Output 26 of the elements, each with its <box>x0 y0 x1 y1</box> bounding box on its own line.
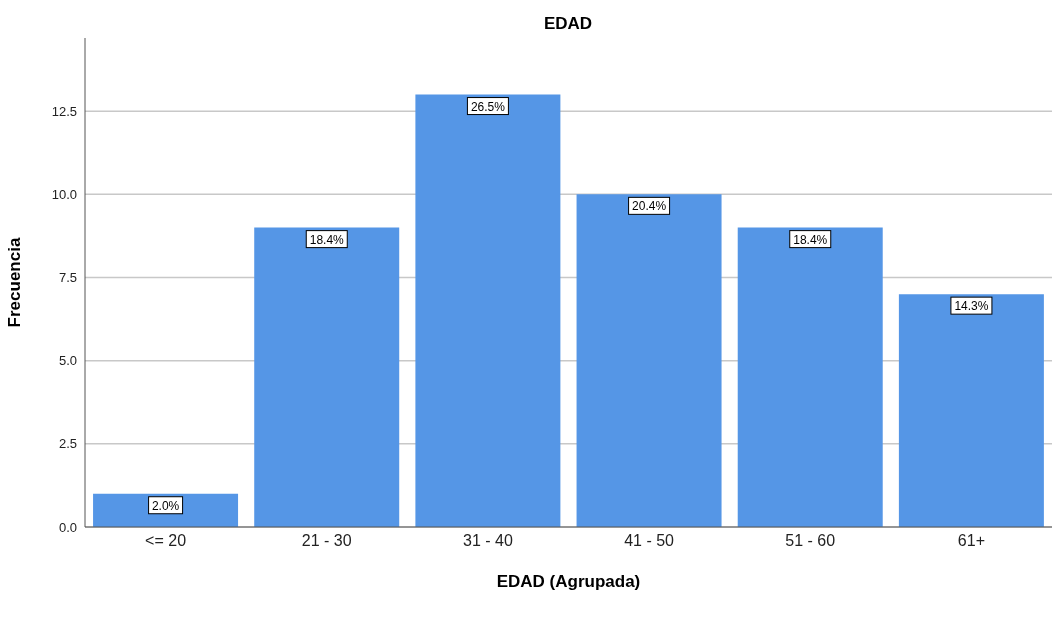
y-tick-label: 10.0 <box>51 186 77 202</box>
bar <box>737 227 883 527</box>
bar <box>898 294 1044 527</box>
y-tick-label: 5.0 <box>58 353 77 369</box>
x-axis-title: EDAD (Agrupada) <box>496 572 641 591</box>
x-tick-label: 41 - 50 <box>624 532 675 550</box>
y-tick-label: 12.5 <box>51 103 77 119</box>
y-axis-title: Frecuencia <box>5 237 25 328</box>
y-tick-label: 2.5 <box>58 436 77 452</box>
annotation: 14.3% <box>954 299 989 314</box>
annotation: 18.4% <box>309 232 345 247</box>
x-tick-label: <= 20 <box>145 532 187 550</box>
bar <box>415 94 561 527</box>
x-tick-label: 61+ <box>957 532 985 550</box>
bar <box>576 194 722 527</box>
x-tick-label: 31 - 40 <box>463 532 513 550</box>
x-tick-label: 21 - 30 <box>301 532 352 550</box>
annotation: 20.4% <box>632 199 667 214</box>
chart-title: EDAD <box>542 14 594 34</box>
annotation: 2.0% <box>151 498 180 513</box>
y-tick-label: 0.0 <box>58 519 77 535</box>
y-tick-label: 7.5 <box>58 270 77 286</box>
annotation: 18.4% <box>793 232 828 247</box>
annotation: 26.5% <box>470 99 506 114</box>
x-tick-label: 51 - 60 <box>785 532 836 550</box>
bar <box>254 227 400 527</box>
